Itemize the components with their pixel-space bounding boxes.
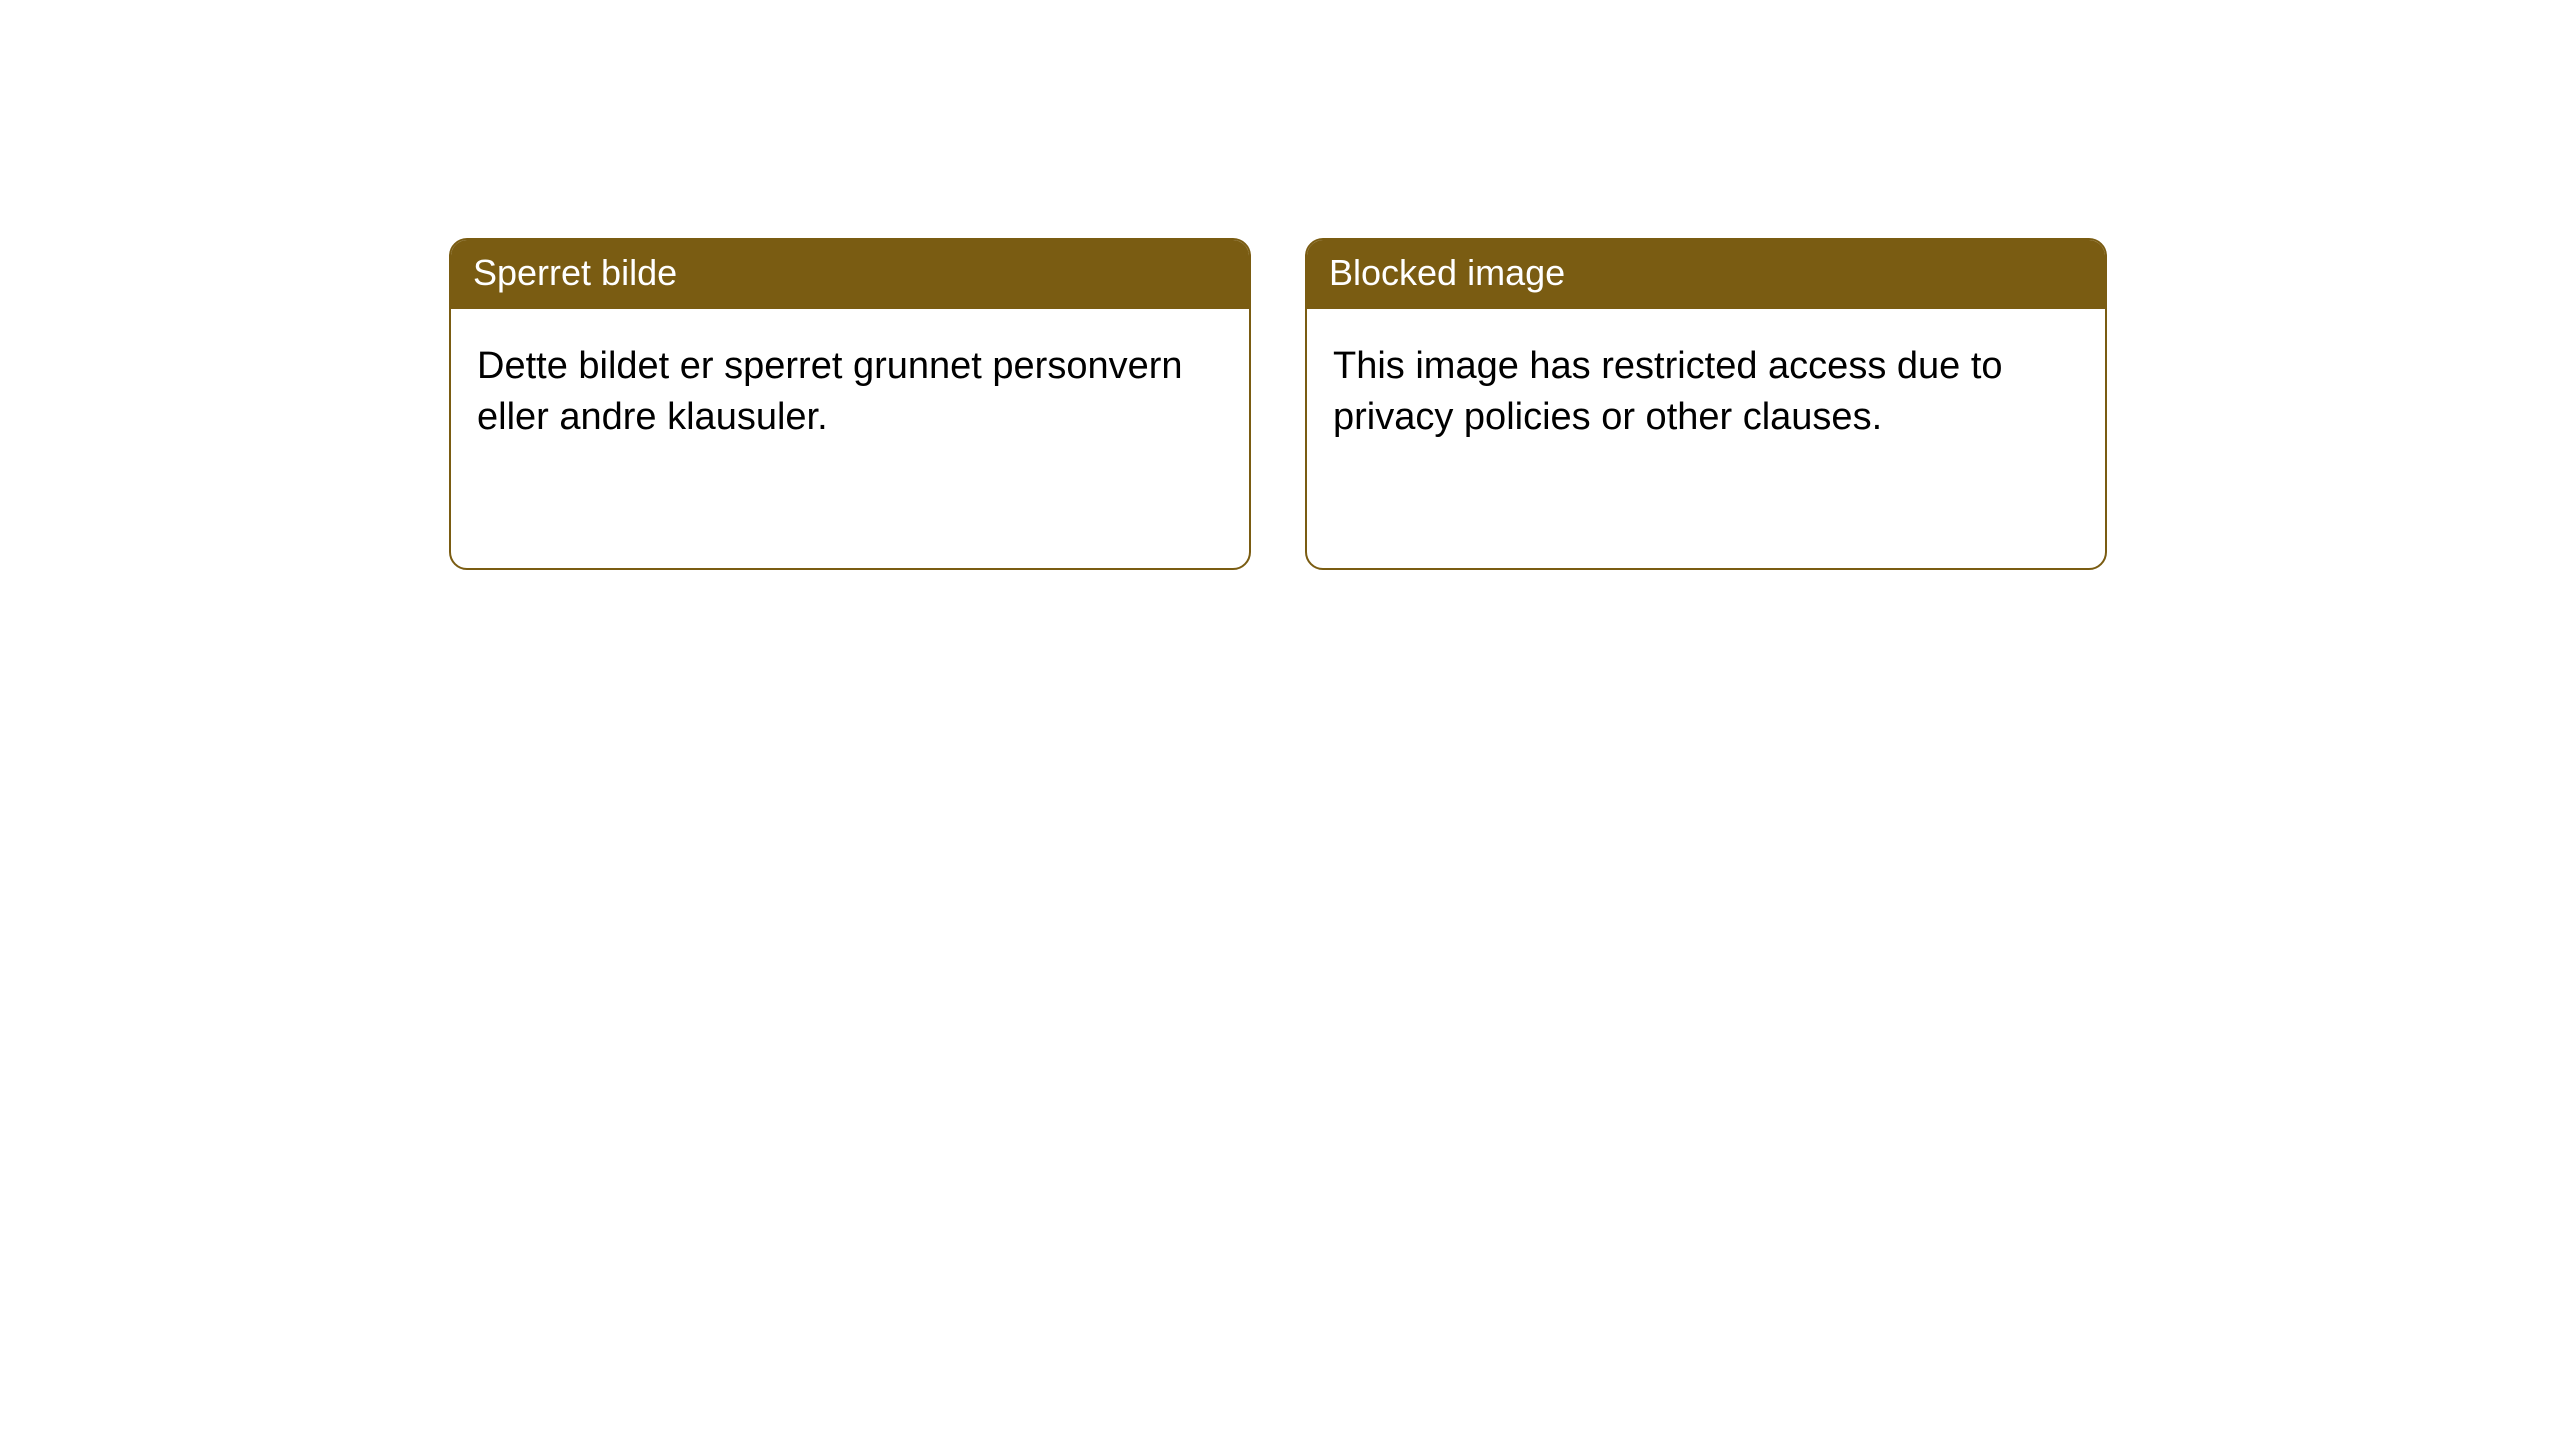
notice-header: Sperret bilde — [451, 240, 1249, 309]
notice-card-english: Blocked image This image has restricted … — [1305, 238, 2107, 570]
notice-body: This image has restricted access due to … — [1307, 309, 2105, 476]
notice-body: Dette bildet er sperret grunnet personve… — [451, 309, 1249, 476]
notice-card-norwegian: Sperret bilde Dette bildet er sperret gr… — [449, 238, 1251, 570]
notice-header: Blocked image — [1307, 240, 2105, 309]
notice-container: Sperret bilde Dette bildet er sperret gr… — [0, 0, 2560, 570]
